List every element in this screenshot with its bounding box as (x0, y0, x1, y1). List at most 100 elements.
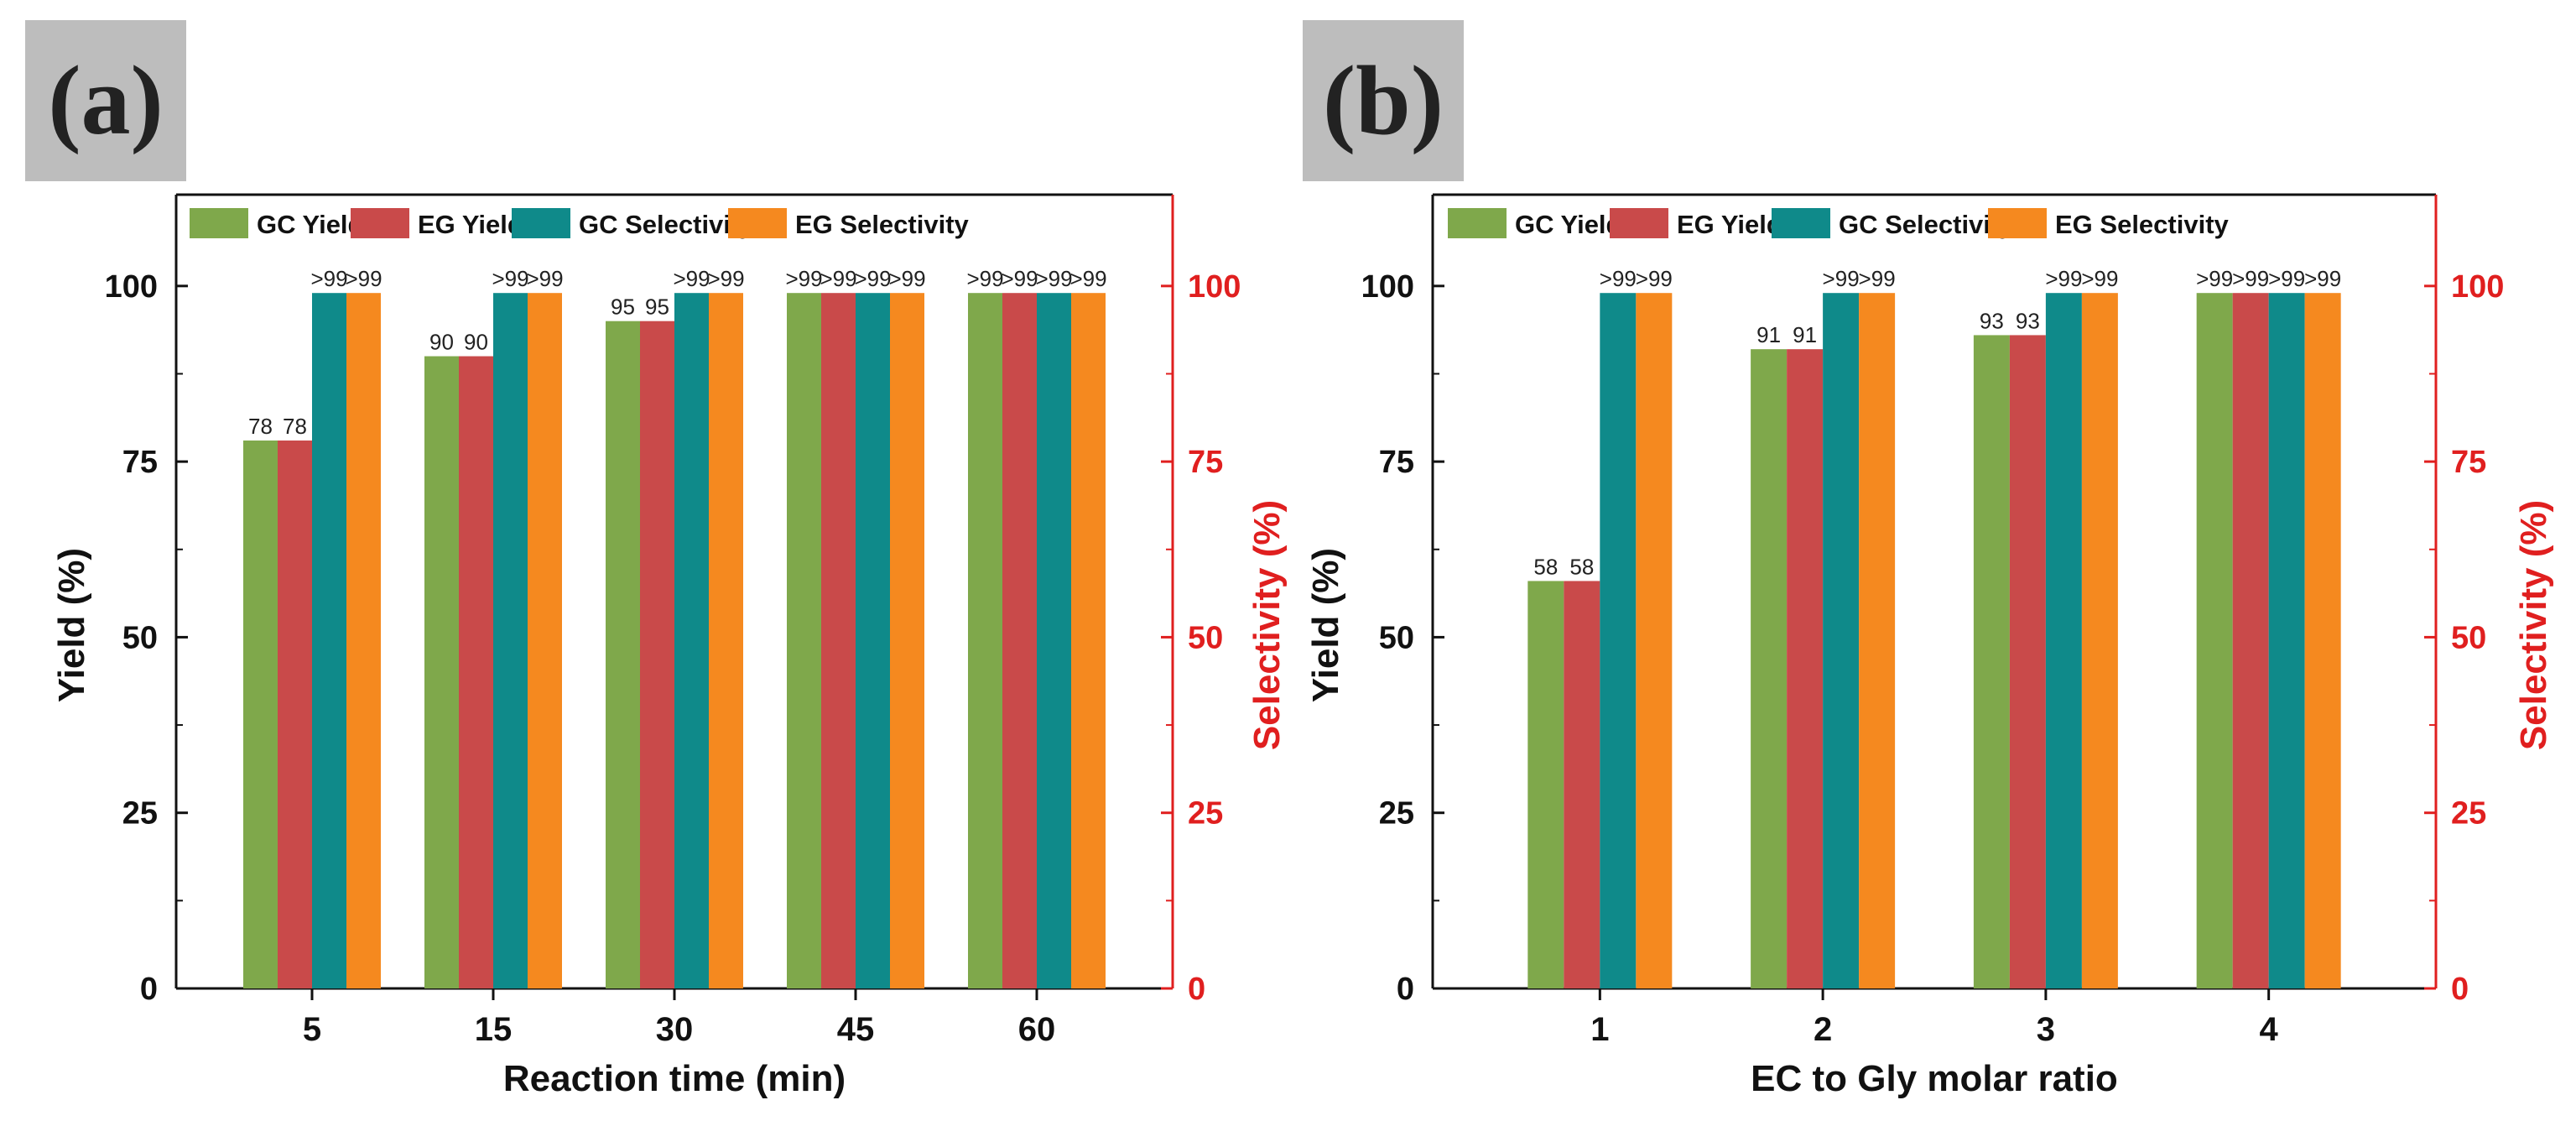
legend-swatch (1610, 208, 1668, 238)
y-tick-label-left: 100 (1361, 269, 1414, 305)
legend-swatch (190, 208, 248, 238)
bar-data-label: >99 (1001, 266, 1038, 291)
y-tick-label-left: 75 (122, 445, 158, 480)
bar-data-label: >99 (1035, 266, 1072, 291)
legend-swatch (728, 208, 787, 238)
bar-data-label: 58 (1569, 554, 1594, 579)
bar-data-label: >99 (1600, 266, 1637, 291)
bar (243, 441, 278, 988)
legend-swatch (512, 208, 570, 238)
bar-data-label: >99 (345, 266, 382, 291)
bar-data-label: 90 (429, 330, 454, 355)
bar-data-label: 93 (1980, 308, 2004, 333)
bar (493, 293, 528, 988)
bar-data-label: >99 (673, 266, 710, 291)
bar-data-label: 78 (248, 414, 273, 439)
y-tick-label-right: 75 (2451, 445, 2486, 480)
y-tick-label-right: 0 (1188, 972, 1205, 1007)
bar (1751, 349, 1788, 988)
bar (1787, 349, 1824, 988)
legend-swatch (1448, 208, 1507, 238)
bar (1071, 293, 1106, 988)
bar-data-label: >99 (707, 266, 744, 291)
bar-data-label: >99 (2232, 266, 2269, 291)
bar-data-label: 95 (611, 295, 635, 320)
legend-label: GC Yield (257, 210, 363, 239)
y-tick-label-right: 100 (2451, 269, 2504, 305)
bar-data-label: >99 (888, 266, 925, 291)
bar-data-label: >99 (310, 266, 347, 291)
bar (2196, 293, 2233, 988)
y-axis-title-left: Yield (%) (51, 548, 92, 702)
x-tick-label: 45 (837, 1011, 875, 1048)
bar (674, 293, 709, 988)
y-tick-label-right: 75 (1188, 445, 1223, 480)
bar (1037, 293, 1071, 988)
bar-data-label: >99 (1636, 266, 1673, 291)
bar-data-label: >99 (526, 266, 563, 291)
legend-swatch (351, 208, 409, 238)
x-tick-label: 15 (475, 1011, 513, 1048)
legend-label: EG Yield (1677, 210, 1782, 239)
bar-data-label: >99 (966, 266, 1003, 291)
y-axis-title-right: Selectivity (%) (2513, 500, 2554, 750)
bar-data-label: 93 (2016, 308, 2040, 333)
panel-label-a: (a) (25, 20, 186, 181)
bar (312, 293, 346, 988)
y-tick-label-right: 100 (1188, 269, 1241, 305)
y-tick-label-left: 75 (1379, 445, 1414, 480)
x-tick-label: 1 (1590, 1011, 1609, 1048)
y-tick-label-right: 25 (1188, 796, 1223, 832)
bar (2081, 293, 2118, 988)
bar-data-label: 58 (1533, 554, 1558, 579)
bar-data-label: 91 (1756, 322, 1781, 347)
x-axis-title: EC to Gly molar ratio (1751, 1058, 2118, 1099)
y-tick-label-left: 0 (1397, 972, 1414, 1007)
bar (459, 356, 493, 988)
bar (709, 293, 743, 988)
y-tick-label-left: 100 (105, 269, 158, 305)
bar (2304, 293, 2341, 988)
x-tick-label: 30 (656, 1011, 694, 1048)
x-tick-label: 2 (1814, 1011, 1832, 1048)
y-tick-label-left: 25 (1379, 796, 1414, 832)
bar (1600, 293, 1637, 988)
bar (856, 293, 890, 988)
bar-data-label: 95 (645, 295, 669, 320)
y-axis-title-left: Yield (%) (1305, 548, 1346, 702)
bar-data-label: >99 (2196, 266, 2233, 291)
x-axis-title: Reaction time (min) (503, 1058, 846, 1099)
y-tick-label-left: 25 (122, 796, 158, 832)
bar (528, 293, 562, 988)
y-tick-label-right: 50 (2451, 620, 2486, 655)
y-tick-label-right: 25 (2451, 796, 2486, 832)
y-tick-label-right: 50 (1188, 620, 1223, 655)
bar (890, 293, 924, 988)
bar-data-label: >99 (1859, 266, 1896, 291)
legend-label: GC Yield (1515, 210, 1621, 239)
legend-label: GC Selectivity (579, 210, 754, 239)
bar-data-label: 78 (283, 414, 307, 439)
legend-label: EG Yield (418, 210, 523, 239)
bar (424, 356, 459, 988)
bar (2232, 293, 2269, 988)
bar (1973, 335, 2010, 989)
y-tick-label-left: 50 (1379, 620, 1414, 655)
bar-data-label: >99 (2081, 266, 2118, 291)
bar-data-label: >99 (785, 266, 822, 291)
legend-label: EG Selectivity (795, 210, 970, 239)
bar (821, 293, 856, 988)
bar-data-label: >99 (1069, 266, 1106, 291)
bar-data-label: >99 (2045, 266, 2082, 291)
bar (787, 293, 821, 988)
bar (1859, 293, 1896, 988)
bar (640, 321, 674, 988)
legend-label: GC Selectivity (1839, 210, 2014, 239)
bar (1002, 293, 1037, 988)
bar (2045, 293, 2082, 988)
bar-data-label: >99 (820, 266, 856, 291)
x-tick-label: 5 (303, 1011, 321, 1048)
bar-data-label: >99 (2268, 266, 2305, 291)
